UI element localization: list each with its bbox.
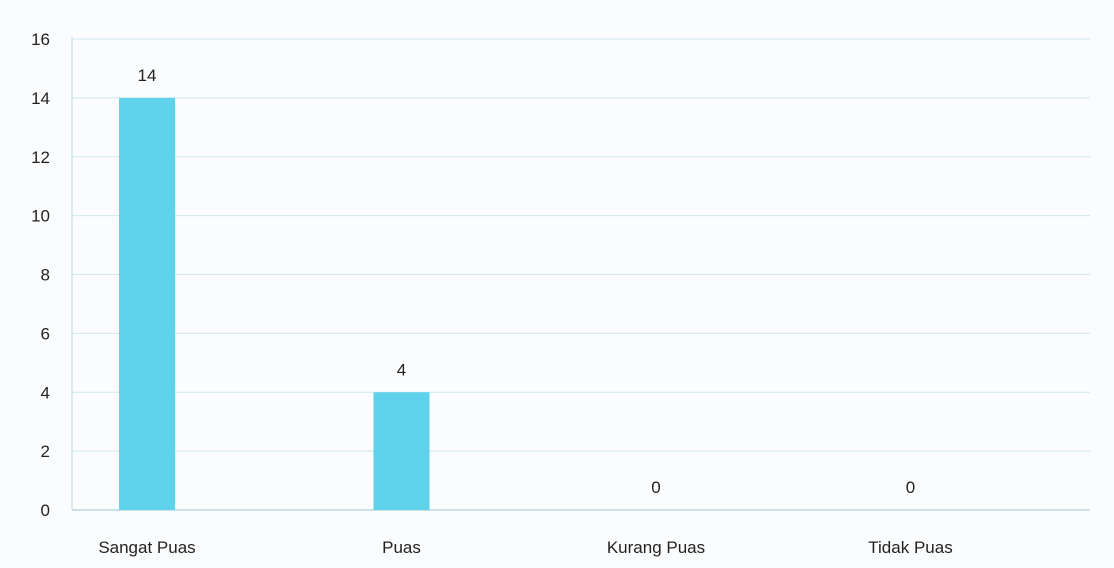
y-tick-label: 8 [41, 266, 50, 285]
data-label: 4 [397, 360, 406, 379]
category-label: Puas [382, 538, 421, 557]
bars [119, 97, 430, 510]
y-tick-label: 10 [31, 207, 50, 226]
x-axis-category-labels: Sangat Puas Puas Kurang Puas Tidak Puas [98, 538, 952, 557]
y-tick-label: 2 [41, 442, 50, 461]
data-label: 0 [651, 478, 660, 497]
axes [71, 37, 1090, 511]
y-tick-label: 6 [41, 324, 50, 343]
y-tick-label: 0 [41, 501, 50, 520]
category-label: Kurang Puas [607, 538, 705, 557]
y-tick-label: 14 [31, 89, 50, 108]
y-axis-tick-labels: 0 2 4 6 8 10 12 14 16 [31, 30, 50, 520]
y-tick-label: 16 [31, 30, 50, 49]
data-label: 0 [906, 478, 915, 497]
y-tick-label: 12 [31, 148, 50, 167]
data-label: 14 [138, 66, 157, 85]
gridlines [72, 38, 1090, 452]
y-tick-label: 4 [41, 383, 50, 402]
data-labels: 14 4 0 0 [138, 66, 916, 497]
bar-puas [373, 392, 430, 510]
category-label: Tidak Puas [868, 538, 952, 557]
category-label: Sangat Puas [98, 538, 195, 557]
bar-sangat-puas [119, 97, 175, 510]
